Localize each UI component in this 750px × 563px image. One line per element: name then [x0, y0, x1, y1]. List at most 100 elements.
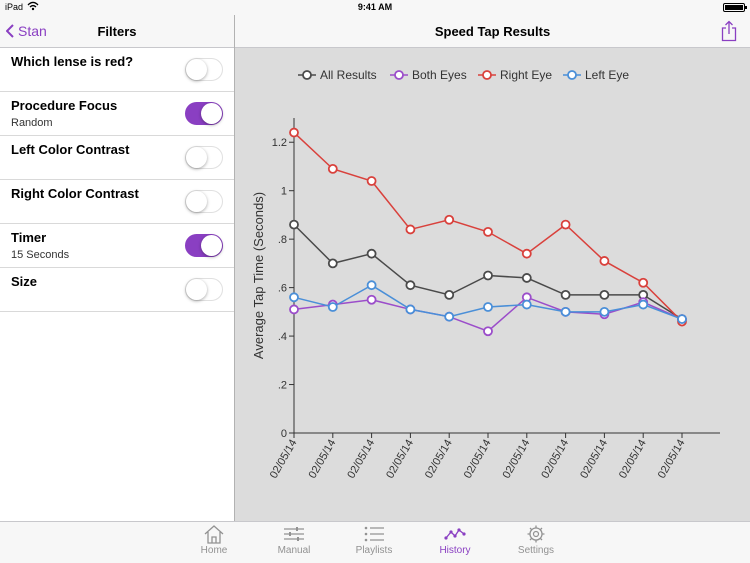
size-toggle[interactable]: [185, 278, 223, 301]
x-tick-label: 02/05/14: [384, 438, 416, 481]
data-point: [405, 280, 416, 291]
x-tick-label: 02/05/14: [501, 438, 533, 481]
y-tick-label: .6: [278, 283, 287, 295]
legend-swatch-marker: [482, 70, 492, 80]
tab-label: Playlists: [355, 545, 393, 556]
data-point: [483, 326, 493, 337]
y-tick-label: 0: [281, 428, 287, 440]
timer-toggle[interactable]: [185, 234, 223, 257]
y-tick-label: .2: [278, 380, 287, 392]
list-icon: [364, 526, 384, 542]
x-tick-label: 02/05/14: [307, 438, 339, 481]
data-point: [677, 314, 687, 325]
data-point: [560, 219, 571, 230]
legend-label: All Results: [320, 68, 377, 82]
filter-label: Left Color Contrast: [11, 142, 130, 157]
x-tick-label: 02/05/14: [345, 438, 377, 481]
data-point: [405, 304, 416, 315]
tab-playlists[interactable]: Playlists: [339, 524, 409, 556]
data-point: [599, 306, 610, 317]
data-point: [444, 311, 455, 322]
speed-tap-chart: 0.2.4.6.811.202/05/14 02/05/14 02/05/14 02/…: [251, 68, 720, 481]
data-point: [366, 248, 377, 259]
data-point: [444, 214, 455, 225]
tab-history[interactable]: History: [420, 524, 490, 556]
data-point: [599, 256, 610, 266]
x-tick-label: 02/05/14: [578, 438, 610, 481]
results-nav-bar: Speed Tap Results: [235, 15, 750, 48]
data-point: [599, 289, 610, 300]
data-point: [521, 273, 532, 283]
data-point: [327, 302, 338, 312]
wifi-icon: [27, 1, 39, 13]
y-tick-label: .8: [278, 234, 287, 246]
y-tick-label: 1.2: [272, 137, 287, 149]
y-axis-label: Average Tap Time (Seconds): [251, 192, 266, 359]
filter-row-procedure-focus: Procedure Focus Random: [0, 92, 234, 136]
data-point: [521, 248, 532, 259]
red-lens-toggle[interactable]: [185, 58, 223, 81]
legend-label: Left Eye: [585, 68, 629, 82]
filters-nav-bar: Stan Filters: [0, 15, 234, 48]
data-point: [483, 270, 493, 281]
filter-label: Procedure Focus: [11, 98, 118, 113]
tab-home[interactable]: Home: [179, 524, 249, 556]
x-tick-label: 02/05/14: [539, 438, 571, 481]
results-title: Speed Tap Results: [434, 24, 551, 39]
back-button-label: Stan: [18, 23, 47, 39]
data-point: [405, 224, 416, 235]
filter-row-red-lens: Which lense is red?: [0, 48, 234, 92]
data-point: [366, 294, 377, 305]
history-chart-icon: [444, 528, 466, 540]
x-tick-label: 02/05/14: [462, 438, 494, 481]
y-tick-label: 1: [281, 186, 287, 198]
filter-row-left-color-contrast: Left Color Contrast: [0, 136, 234, 180]
filter-label: Size: [11, 274, 38, 289]
data-point: [327, 258, 338, 269]
gear-icon: [527, 525, 545, 543]
clock: 9:41 AM: [357, 2, 393, 12]
y-tick-label: .4: [278, 331, 287, 343]
x-tick-label: 02/05/14: [268, 438, 300, 481]
filter-row-size: Size: [0, 268, 234, 312]
data-point: [289, 127, 299, 138]
battery-icon: [723, 3, 747, 12]
data-point: [444, 289, 455, 300]
tab-manual[interactable]: Manual: [259, 524, 329, 556]
filter-label: Which lense is red?: [11, 54, 134, 69]
back-button[interactable]: Stan: [6, 23, 47, 39]
tab-label: Manual: [277, 545, 311, 556]
data-point: [289, 304, 299, 315]
filter-row-timer: Timer 15 Seconds: [0, 224, 234, 268]
sliders-icon: [284, 527, 304, 541]
data-point: [521, 299, 532, 310]
chart-area: 0.2.4.6.8 1 1.2 02/05/14 02/05/14 02/05/14 02/…: [235, 48, 750, 521]
status-bar: iPad 9:41 AM: [0, 0, 750, 15]
filter-label: Right Color Contrast: [11, 186, 139, 201]
tab-bar: Home Manual Playlists History Settings: [0, 521, 750, 563]
legend-swatch-marker: [567, 70, 577, 80]
legend-swatch-marker: [394, 70, 404, 80]
data-point: [366, 280, 377, 291]
x-tick-label: 02/05/14: [656, 438, 688, 481]
tab-label: Settings: [517, 545, 555, 556]
x-tick-label: 02/05/14: [617, 438, 649, 481]
carrier-label: iPad: [5, 2, 24, 12]
share-icon[interactable]: [721, 20, 737, 47]
filter-label: Timer: [11, 230, 47, 245]
data-point: [638, 277, 649, 288]
filter-sublabel: Random: [11, 117, 53, 129]
procedure-focus-toggle[interactable]: [185, 102, 223, 125]
data-point: [560, 306, 571, 317]
data-point: [483, 226, 493, 237]
data-point: [483, 302, 493, 312]
split-divider: [234, 15, 235, 521]
tab-settings[interactable]: Settings: [501, 524, 571, 556]
data-point: [289, 292, 299, 303]
chevron-left-icon: [6, 24, 14, 38]
left-color-contrast-toggle[interactable]: [185, 146, 223, 169]
right-color-contrast-toggle[interactable]: [185, 190, 223, 213]
x-tick-label: 02/05/14: [423, 438, 455, 481]
legend-swatch-marker: [302, 70, 312, 80]
filters-list: Which lense is red? Procedure Focus Rand…: [0, 48, 234, 312]
